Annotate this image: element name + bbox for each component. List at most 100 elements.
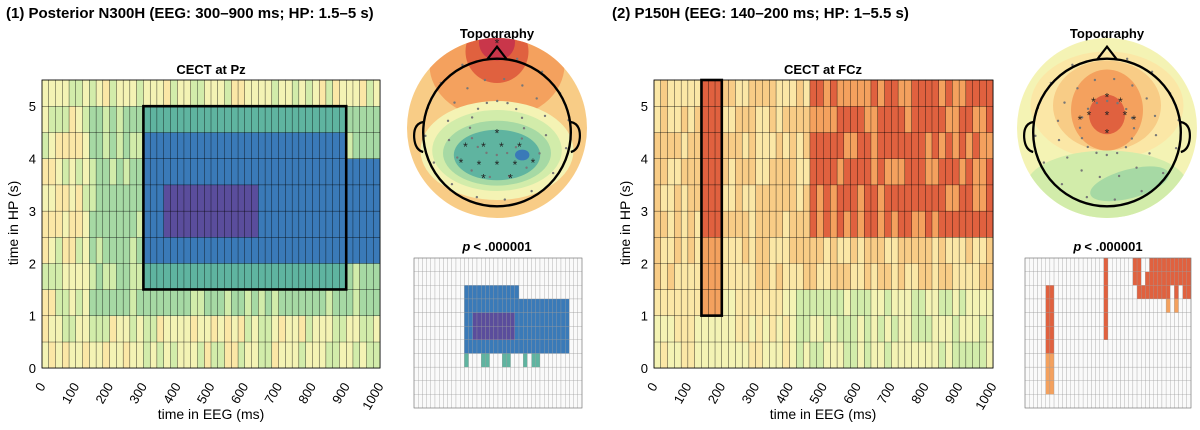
heatmap-cell: [755, 315, 763, 343]
heatmap-cell: [660, 341, 668, 369]
electrode-dot: [503, 198, 507, 201]
pvalue-cell: [1107, 353, 1113, 368]
pvalue-cell: [1174, 257, 1179, 272]
heatmap-cell: [183, 210, 192, 238]
pvalue-cell: [1186, 298, 1192, 313]
pvalue-cell: [447, 257, 452, 272]
heatmap-cell: [674, 106, 682, 133]
heatmap-cell: [325, 106, 334, 133]
pvalue-cell: [535, 271, 541, 286]
heatmap-cell: [816, 158, 824, 186]
heatmap-cell: [680, 315, 689, 343]
pvalue-cell: [1078, 380, 1084, 395]
electrode-dot: [1116, 101, 1119, 105]
heatmap-cell: [258, 263, 266, 290]
heatmap-cell: [122, 184, 131, 212]
heatmap-cell: [312, 315, 320, 343]
pvalue-cell: [1074, 380, 1080, 395]
electrode-dot: [1161, 171, 1165, 175]
heatmap-cell: [762, 236, 770, 264]
heatmap-cell: [366, 132, 374, 159]
heatmap-cell: [55, 158, 63, 186]
heatmap-cell: [952, 132, 960, 159]
electrode-dot: [1086, 107, 1090, 110]
pvalue-cell: [1132, 394, 1138, 409]
heatmap-cell: [325, 263, 334, 290]
heatmap-cell: [210, 158, 219, 186]
pvalue-cell: [1186, 326, 1192, 340]
heatmap-cell: [925, 132, 933, 159]
heatmap-cell: [264, 106, 273, 133]
pvalue-cell: [476, 326, 482, 340]
pvalue-cell: [447, 366, 452, 381]
pvalue-cell: [1095, 326, 1100, 340]
heatmap-cell: [897, 315, 906, 343]
heatmap-title-left: CECT at Pz: [176, 62, 246, 77]
pvalue-cell: [548, 298, 553, 313]
heatmap-cell: [945, 79, 953, 107]
pvalue-cell: [1174, 394, 1179, 409]
heatmap-cell: [836, 236, 845, 264]
heatmap-cell: [877, 158, 885, 186]
heatmap-cell: [224, 184, 232, 212]
pvalue-cell: [1141, 285, 1146, 300]
x-tick-label: 900: [329, 380, 353, 406]
heatmap-cell: [325, 236, 334, 264]
heatmap-cell: [82, 132, 90, 159]
pvalue-cell: [518, 366, 524, 381]
heatmap-cell: [75, 263, 83, 290]
pvalue-cell: [1078, 326, 1084, 340]
heatmap-cell: [660, 210, 668, 238]
heatmap-cell: [802, 341, 811, 369]
pvalue-cell: [1074, 353, 1080, 368]
pvalue-cell: [447, 326, 452, 340]
pvalue-cell: [1037, 271, 1042, 286]
heatmap-cell: [156, 289, 165, 317]
pvalue-cell: [1161, 257, 1167, 272]
heatmap-cell: [237, 341, 246, 369]
pvalue-cell: [481, 353, 486, 368]
heatmap-cell: [843, 158, 851, 186]
pvalue-cell: [1124, 339, 1129, 354]
pvalue-cell: [560, 298, 566, 313]
heatmap-cell: [109, 184, 117, 212]
heatmap-cell: [877, 210, 885, 238]
pvalue-cell: [1095, 353, 1100, 368]
heatmap-cell: [298, 184, 307, 212]
electrode-dot: [1076, 87, 1079, 90]
heatmap-cell: [366, 341, 374, 369]
heatmap-cell: [986, 184, 994, 212]
right-ear: [570, 120, 581, 154]
heatmap-cell: [312, 184, 320, 212]
pvalue-cell: [1165, 394, 1171, 409]
heatmap-cell: [339, 289, 347, 317]
heatmap-cell: [170, 132, 178, 159]
heatmap-cell: [979, 106, 987, 133]
heatmap-cell: [190, 184, 198, 212]
heatmap-cell: [938, 315, 946, 343]
pvalue-cell: [510, 394, 515, 409]
heatmap-cell: [177, 263, 185, 290]
heatmap-cell: [986, 236, 994, 264]
heatmap-cell: [884, 132, 892, 159]
pvalue-cell: [468, 298, 473, 313]
heatmap-cell: [68, 79, 77, 107]
pvalue-cell: [573, 257, 578, 272]
heatmap-cell: [204, 132, 212, 159]
pvalue-cell: [481, 312, 486, 327]
pvalue-cell: [1024, 353, 1030, 368]
pvalue-cell: [1157, 339, 1163, 354]
heatmap-cell: [823, 132, 831, 159]
heatmap-cell: [332, 341, 340, 369]
electrode-dot: [1080, 136, 1084, 140]
pvalue-cell: [1141, 366, 1146, 381]
electrode-dot: [507, 174, 511, 178]
heatmap-cell: [116, 289, 124, 317]
electrode-dot: [1130, 116, 1134, 120]
pvalue-cell: [1053, 353, 1059, 368]
pvalue-cell: [464, 271, 469, 286]
pvalue-cell: [1029, 312, 1034, 327]
heatmap-cell: [197, 210, 205, 238]
heatmap-cell: [170, 341, 178, 369]
pvalue-cell: [1058, 353, 1063, 368]
